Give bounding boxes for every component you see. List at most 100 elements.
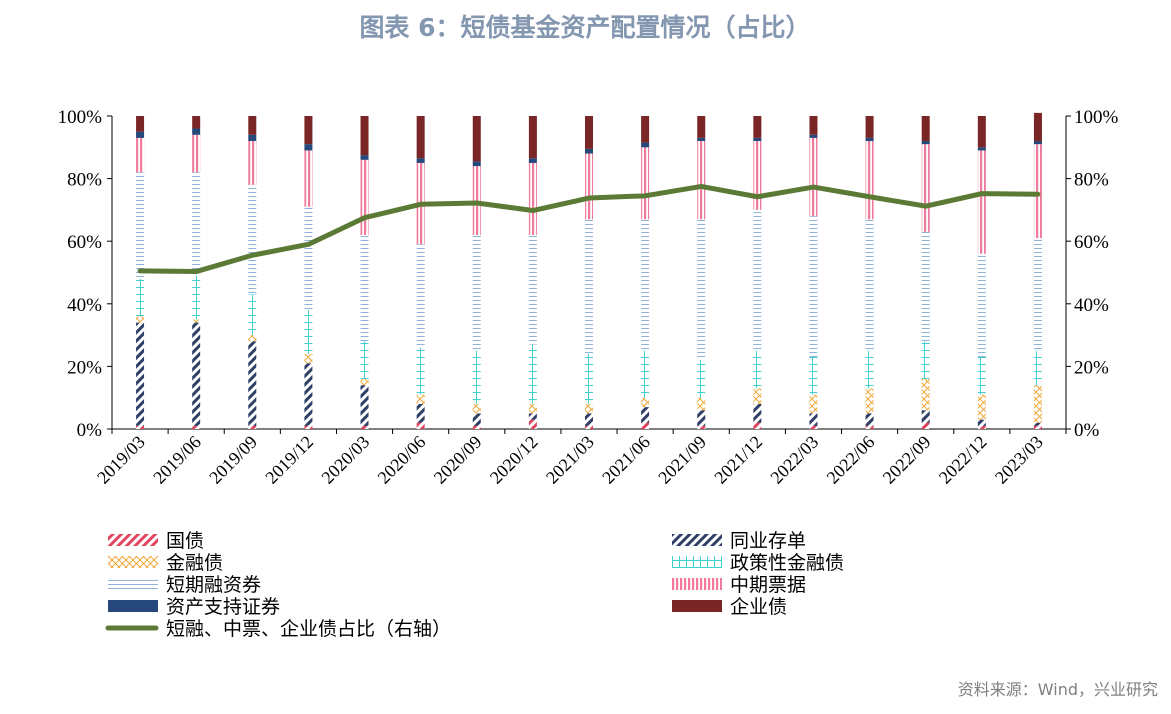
bar-segment-commercial-paper (472, 234, 481, 351)
legend-swatch-financial-bond (108, 556, 158, 568)
bar-segment-guozhai (865, 425, 874, 429)
x-tick-label: 2022/09 (879, 432, 935, 488)
bar-segment-commercial-paper (977, 253, 986, 358)
bar-segment-ncd (192, 322, 201, 426)
bar-segment-financial-bond (304, 353, 313, 364)
left-y-tick-label: 0% (77, 420, 103, 441)
bar-segment-policy-bank-bond (921, 341, 930, 379)
bar-segment-policy-bank-bond (641, 350, 650, 398)
bar-segment-ncd (528, 413, 537, 420)
bar-segment-mtn (921, 144, 930, 232)
bar-segment-policy-bank-bond (977, 357, 986, 395)
bar-segment-commercial-paper (248, 184, 257, 295)
bar-segment-mtn (1033, 144, 1042, 239)
bar-segment-ncd (977, 419, 986, 426)
bar-segment-abs (1033, 141, 1042, 145)
x-tick-label: 2022/12 (935, 432, 991, 488)
bar-segment-commercial-paper (136, 172, 145, 279)
bar-segment-enterprise-bond (136, 116, 145, 132)
line-point (924, 204, 928, 208)
bar-segment-mtn (472, 166, 481, 235)
bar-segment-policy-bank-bond (585, 353, 593, 404)
bar-segment-mtn (641, 147, 650, 220)
bar-segment-financial-bond (248, 335, 257, 342)
bar-segment-policy-bank-bond (528, 344, 537, 404)
bar-segment-guozhai (921, 422, 930, 429)
x-tick-label: 2020/03 (317, 432, 373, 488)
x-tick-label: 2023/03 (991, 432, 1047, 488)
source-note: 资料来源：Wind，兴业研究 (958, 680, 1158, 699)
bar-segment-commercial-paper (641, 219, 650, 351)
bar-segment-financial-bond (585, 403, 593, 414)
x-tick-label: 2019/06 (149, 432, 205, 488)
line-point (980, 192, 984, 196)
legend-label: 短期融资券 (166, 574, 261, 596)
bar-segment-enterprise-bond (921, 116, 930, 142)
bar-segment-ncd (248, 341, 257, 426)
bar-segment-abs (921, 141, 930, 145)
bar-segment-enterprise-bond (585, 116, 593, 149)
bar-segment-policy-bank-bond (192, 275, 201, 320)
right-y-tick-label: 60% (1074, 232, 1109, 253)
legend-label: 中期票据 (730, 574, 806, 596)
bar-segment-enterprise-bond (528, 116, 537, 159)
bar-segment-enterprise-bond (248, 116, 257, 135)
plot-area: 0% 20% 40% 60% 80% 100% 0% 20% 40% 60% 80% 100% 2019… (58, 107, 1119, 488)
bar-segment-guozhai (472, 425, 481, 429)
line-point (755, 195, 759, 199)
line-point (306, 242, 310, 246)
line-point (194, 270, 198, 274)
bar-segment-abs (528, 158, 537, 163)
bar-segment-abs (865, 137, 874, 142)
bar-segment-enterprise-bond (416, 116, 425, 159)
line-point (643, 194, 647, 198)
bar-segment-mtn (697, 141, 706, 220)
bar-segment-guozhai (304, 425, 313, 429)
bar-segment-policy-bank-bond (1033, 350, 1042, 386)
legend-swatch-enterprise-bond (672, 600, 722, 612)
bar-segment-abs (192, 128, 201, 135)
bar-segment-abs (136, 131, 145, 138)
bar-segment-commercial-paper (416, 244, 425, 348)
bar-segment-guozhai (1033, 425, 1042, 429)
bar-segment-mtn (977, 150, 986, 254)
x-tick-label: 2020/06 (374, 432, 430, 488)
bar-segment-guozhai (697, 425, 706, 429)
bar-segment-commercial-paper (809, 216, 818, 358)
bar-segment-enterprise-bond (865, 116, 874, 138)
line-point (699, 184, 703, 188)
bar-segment-ncd (360, 385, 369, 426)
bar-segment-financial-bond (641, 397, 650, 408)
legend-label: 金融债 (166, 552, 223, 574)
x-tick-label: 2021/09 (654, 432, 710, 488)
bar-segment-financial-bond (977, 394, 986, 420)
bar-segment-commercial-paper (585, 219, 593, 354)
x-tick-label: 2020/09 (430, 432, 486, 488)
left-y-tick-label: 60% (67, 232, 102, 253)
bar-segment-abs (585, 148, 593, 154)
bar-segment-financial-bond (136, 316, 145, 323)
bar-segment-mtn (136, 137, 145, 173)
bar-segment-mtn (360, 159, 369, 235)
legend-label: 同业存单 (730, 530, 806, 552)
legend-swatch-mtn (672, 578, 722, 590)
line-point (363, 216, 367, 220)
bar-segment-abs (360, 155, 369, 160)
bar-segment-policy-bank-bond (472, 350, 481, 404)
bar-segment-ncd (304, 363, 313, 426)
bar-segment-mtn (809, 137, 818, 217)
bar-segment-guozhai (977, 425, 986, 429)
bar-segment-enterprise-bond (641, 116, 650, 143)
bar-segment-financial-bond (1033, 385, 1042, 423)
bar-segment-mtn (192, 134, 201, 173)
bar-segment-enterprise-bond (360, 116, 369, 156)
bar-segment-policy-bank-bond (753, 350, 762, 389)
x-tick-label: 2019/12 (261, 432, 317, 488)
line-point (419, 202, 423, 206)
bar-segment-commercial-paper (1033, 238, 1042, 351)
bar-segment-commercial-paper (753, 209, 762, 351)
line-point (587, 196, 591, 200)
left-y-tick-label: 40% (67, 295, 102, 316)
bar-segment-guozhai (528, 419, 537, 429)
